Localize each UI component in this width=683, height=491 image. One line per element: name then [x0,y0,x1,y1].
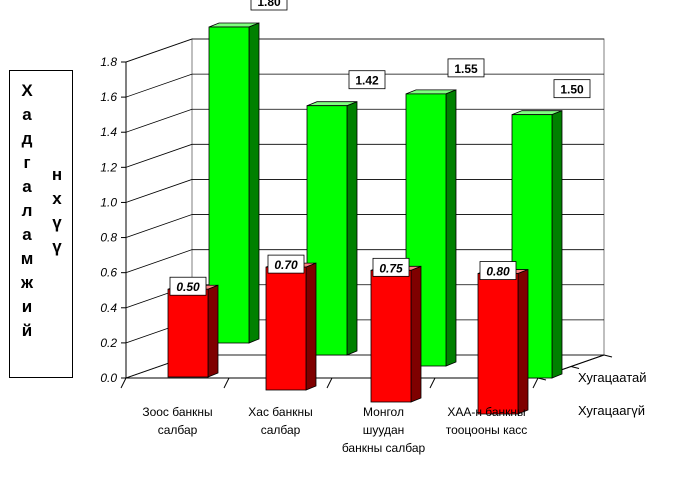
bar-side [248,22,260,344]
x-tick [429,377,436,389]
gridlines [125,38,604,379]
y-axis-title-letter: а [22,105,32,124]
bar-side [517,268,529,415]
category-label: салбар [261,423,301,437]
y-axis-title-letter: а [22,177,32,196]
y-axis-title-letter: и [21,297,33,316]
y-axis-title-letter: ж [20,273,34,292]
gridline [125,214,604,238]
data-label-box [447,58,485,78]
y-axis-title-letter: л [21,201,33,220]
y-tick-label: 0.6 [100,266,117,280]
bar-side [207,284,219,378]
x-tick [120,377,127,389]
category-label: Зоос банкны [142,405,212,419]
gridline [125,143,604,168]
depth-label: Хугацаагүй [578,403,645,418]
data-label: 0.80 [486,265,510,279]
bar-side [410,265,422,403]
bar-front-series [370,265,422,403]
gridline [125,108,604,133]
depth-tick [603,354,613,358]
category-label: банкны салбар [342,441,426,455]
data-label: 1.80 [257,0,281,9]
y-tick-label: 0.8 [100,231,117,245]
depth-label: Хугацаатай [578,370,647,385]
bar-front [167,288,209,378]
data-label-box [250,0,288,11]
data-label: 0.75 [379,261,403,275]
data-label: 1.42 [355,74,379,88]
data-label-box [348,70,386,90]
gridline [125,38,604,63]
data-label-box [267,254,305,274]
gridline [125,249,604,274]
bar-front-series [477,268,529,415]
data-label-box [169,276,207,296]
bar-front [477,273,519,415]
gridline [125,179,604,203]
bar-side [445,89,457,367]
bars [167,22,563,415]
y-axis-title-letter: д [21,129,33,148]
data-label: 1.55 [454,62,478,76]
y-axis-title-letter: ү [52,213,62,232]
y-tick-label: 1.4 [100,125,117,139]
y-tick-label: 1.6 [100,90,117,104]
category-label: шуудан [363,423,405,437]
bar-front-series [265,262,317,391]
y-tick-label: 1.8 [100,55,117,69]
y-axis-title-letter: г [23,153,31,172]
bar-side [551,110,563,379]
depth-tick [570,366,580,369]
y-axis-title-letter: а [22,225,32,244]
bar-front-series [167,284,219,378]
data-label: 0.70 [274,258,298,272]
y-tick-label: 1.2 [100,160,117,174]
bar-side [305,262,317,391]
bar-side [346,101,358,356]
data-label-box [553,79,591,99]
category-label: ХАА-н банкны [447,405,525,419]
bar-front [370,269,412,403]
bar-front [265,266,307,391]
y-axis-title-letter: х [52,189,62,208]
x-tick [223,377,230,389]
y-axis-title-letter: ү [52,237,62,256]
labels: Хугацаатай Хугацаагүй Зоос банкны салбар Хас… [142,0,647,455]
y-axis-title-letter: Х [21,81,33,100]
x-tick [326,377,333,389]
y-tick-label: 0.4 [100,301,117,315]
category-label: Хас банкны [248,405,312,419]
data-label-box [479,261,517,280]
y-axis-title-letter: й [21,321,33,340]
y-axis-title-letter: м [20,249,34,268]
category-label: тооцооны касс [446,423,528,437]
data-label: 1.50 [560,83,584,97]
category-label: салбар [158,423,198,437]
category-label: Монгол [363,405,404,419]
y-tick-label: 0.0 [100,371,117,385]
x-tick [532,377,539,389]
y-axis-title-letter: н [51,165,63,184]
data-label-box [372,257,410,277]
data-label: 0.50 [176,280,200,294]
y-tick-label: 0.2 [100,336,117,350]
y-tick-label: 1.0 [100,195,117,209]
